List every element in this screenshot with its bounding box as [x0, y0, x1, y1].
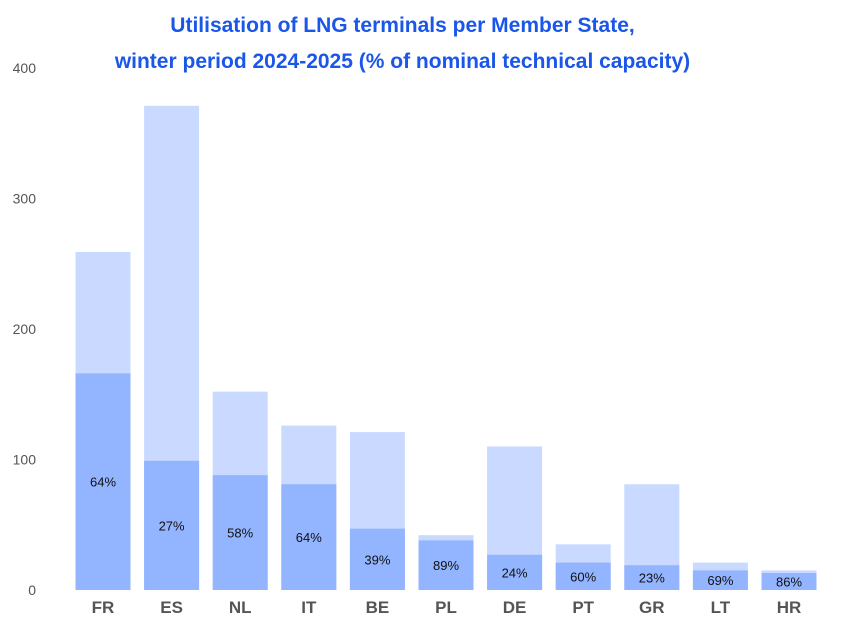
utilised-bar	[487, 554, 543, 590]
data-label: 23%	[639, 571, 665, 586]
utilised-bar	[281, 484, 337, 590]
chart-title-line2: winter period 2024-2025 (% of nominal te…	[114, 50, 691, 73]
data-label: 27%	[159, 518, 185, 533]
x-tick-label: HR	[777, 598, 802, 617]
utilised-bar	[555, 562, 611, 590]
y-tick-label: 0	[28, 582, 36, 598]
utilised-bar	[692, 570, 748, 590]
x-tick-label: ES	[160, 598, 183, 617]
data-label: 58%	[227, 526, 253, 541]
x-tick-label: GR	[639, 598, 665, 617]
x-tick-label: IT	[301, 598, 317, 617]
utilised-bar	[144, 460, 200, 590]
data-label: 24%	[502, 565, 528, 580]
utilised-bar	[349, 528, 405, 590]
data-label: 64%	[90, 475, 116, 490]
y-tick-label: 200	[13, 321, 37, 337]
utilised-bar	[418, 540, 474, 590]
utilised-bar	[75, 373, 131, 590]
x-tick-label: FR	[92, 598, 115, 617]
x-tick-label: PT	[572, 598, 594, 617]
data-label: 86%	[776, 575, 802, 590]
x-tick-label: NL	[229, 598, 252, 617]
x-tick-label: DE	[503, 598, 527, 617]
x-tick-label: PL	[435, 598, 457, 617]
data-label: 69%	[707, 573, 733, 588]
x-tick-label: BE	[366, 598, 390, 617]
utilised-bar	[761, 573, 817, 590]
x-tick-label: LT	[711, 598, 731, 617]
y-tick-label: 400	[13, 60, 37, 76]
utilised-bar	[624, 565, 680, 590]
data-label: 60%	[570, 569, 596, 584]
y-tick-label: 100	[13, 452, 37, 468]
utilised-bar	[212, 475, 268, 590]
chart-title-line1: Utilisation of LNG terminals per Member …	[170, 14, 635, 37]
y-tick-label: 300	[13, 191, 37, 207]
data-label: 64%	[296, 530, 322, 545]
data-label: 39%	[364, 552, 390, 567]
data-label: 89%	[433, 558, 459, 573]
